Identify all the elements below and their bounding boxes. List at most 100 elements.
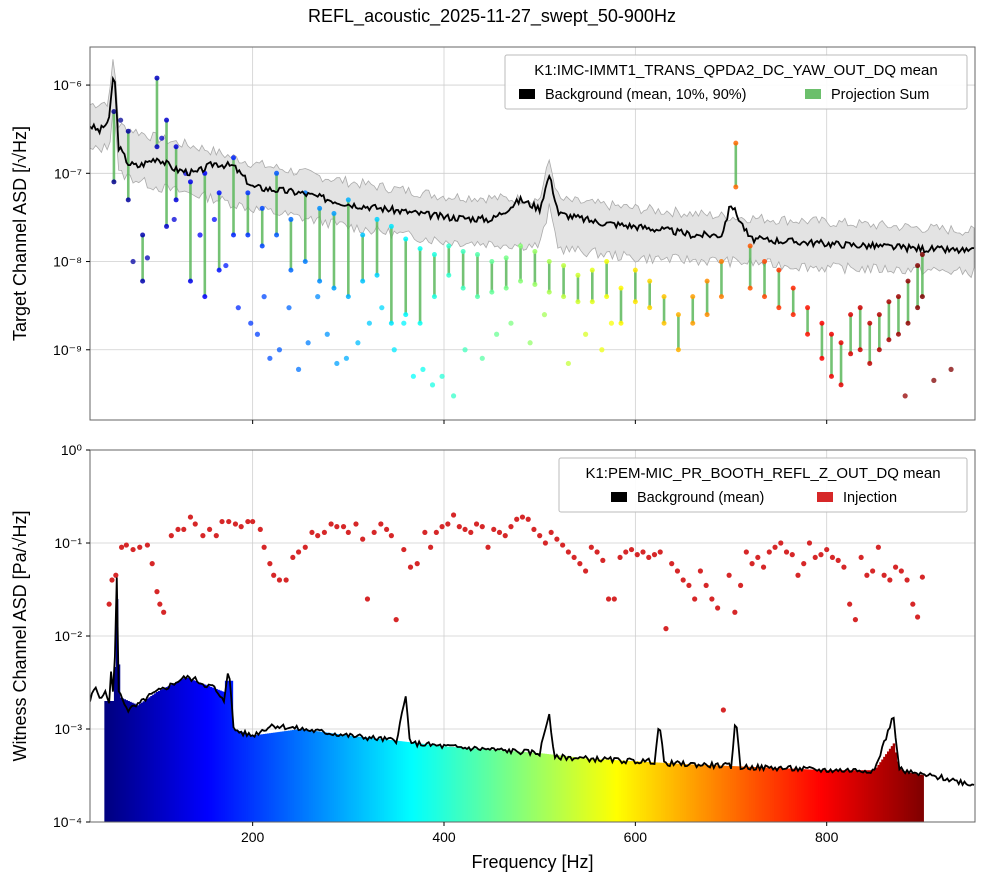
projection-point — [360, 232, 366, 238]
injection-point — [628, 546, 635, 553]
injection-fill-strip — [596, 759, 599, 822]
injection-fill-strip — [829, 770, 833, 822]
injection-point — [634, 552, 640, 558]
injection-fill-strip — [731, 766, 735, 822]
scatter-point — [479, 355, 485, 361]
injection-fill-strip — [649, 762, 653, 822]
projection-point — [489, 289, 495, 295]
y-ticks: 10⁻⁴ 10⁻³ 10⁻² 10⁻¹ 10⁰ — [53, 442, 90, 830]
injection-fill-strip — [772, 767, 775, 822]
injection-fill-strip — [831, 770, 834, 822]
injection-point — [328, 521, 334, 527]
injection-fill-strip — [270, 732, 274, 822]
injection-fill-strip — [427, 744, 431, 822]
injection-point — [192, 521, 198, 527]
injection-fill-strip — [540, 753, 544, 822]
injection-fill-strip — [397, 740, 400, 822]
injection-fill-strip — [335, 733, 339, 822]
scatter-point — [295, 366, 302, 372]
injection-fill-strip — [821, 770, 825, 822]
injection-fill-strip — [634, 761, 637, 822]
injection-fill-strip — [842, 770, 846, 822]
projection-point — [647, 278, 653, 284]
scatter-point — [599, 347, 605, 353]
projection-point — [661, 294, 667, 300]
injection-fill-strip — [496, 750, 500, 822]
injection-fill-strip — [508, 750, 511, 822]
injection-fill-strip — [245, 733, 249, 822]
injection-fill-strip — [659, 762, 662, 822]
injection-fill-strip — [758, 767, 762, 822]
injection-fill-strip — [131, 702, 134, 822]
injection-fill-strip — [724, 765, 727, 822]
injection-point — [137, 544, 143, 550]
injection-fill-strip — [349, 735, 352, 822]
injection-fill-strip — [150, 695, 153, 822]
injection-fill-strip — [251, 735, 255, 822]
injection-fill-strip — [490, 749, 494, 822]
injection-fill-strip — [402, 741, 406, 822]
injection-fill-strip — [833, 770, 836, 822]
projection-point — [474, 294, 480, 300]
projection-point — [848, 351, 854, 357]
injection-fill-strip — [774, 767, 777, 822]
injection-fill-strip — [182, 678, 186, 822]
projection-point — [632, 267, 638, 273]
background-mean-line — [90, 577, 975, 787]
injection-fill-strip — [569, 756, 572, 822]
injection-fill-strip — [856, 770, 859, 822]
injection-fill-strip — [779, 768, 783, 822]
injection-fill-strip — [766, 767, 769, 822]
injection-point — [910, 601, 916, 607]
injection-fill-strip — [743, 766, 746, 822]
injection-fill-strip — [416, 743, 419, 822]
injection-fill-strip — [299, 729, 303, 822]
injection-fill-strip — [379, 739, 383, 822]
injection-point — [617, 554, 623, 561]
injection-fill-strip — [846, 770, 850, 822]
injection-fill-strip — [850, 770, 854, 822]
scatter-point — [334, 360, 340, 367]
injection-fill-strip — [684, 764, 687, 822]
injection-fill-strip — [521, 751, 525, 822]
injection-fill-strip — [129, 701, 132, 822]
injection-fill-strip — [900, 769, 903, 822]
injection-fill-strip — [902, 771, 905, 822]
scatter-point — [565, 360, 571, 367]
x-ticks: 200 400 600 800 — [241, 822, 839, 845]
injection-fill-strip — [632, 761, 635, 822]
y-tick-label: 10⁻⁸ — [53, 254, 82, 270]
injection-fill-strip — [888, 748, 892, 822]
projection-point — [905, 278, 911, 284]
injection-fill-strip — [582, 758, 586, 822]
injection-point — [600, 557, 606, 563]
injection-point — [334, 524, 340, 530]
injection-fill-strip — [242, 732, 245, 822]
projection-point — [733, 140, 739, 146]
injection-fill-strip — [374, 738, 377, 822]
injection-fill-strip — [165, 687, 169, 822]
injection-fill-strip — [699, 764, 702, 822]
projection-point — [819, 320, 825, 326]
projection-point — [876, 347, 882, 353]
injection-point — [577, 561, 583, 567]
injection-fill-strip — [864, 770, 867, 822]
plot-area — [90, 59, 975, 399]
injection-fill-strip — [268, 733, 272, 822]
injection-fill-strip — [178, 680, 182, 822]
injection-point — [113, 572, 119, 578]
injection-fill-strip — [630, 761, 634, 822]
projection-point — [718, 294, 724, 300]
injection-point — [864, 572, 870, 578]
injection-fill-strip — [798, 769, 802, 822]
scatter-point — [948, 366, 954, 372]
injection-fill-strip — [741, 766, 745, 822]
projection-point — [867, 360, 873, 366]
injection-point — [200, 533, 206, 539]
injection-fill-strip — [203, 684, 207, 822]
projection-point — [895, 294, 901, 300]
injection-fill-strip — [389, 740, 392, 822]
injection-fill-strip — [142, 701, 146, 822]
injection-fill-strip — [238, 730, 241, 822]
projection-point — [546, 259, 552, 265]
